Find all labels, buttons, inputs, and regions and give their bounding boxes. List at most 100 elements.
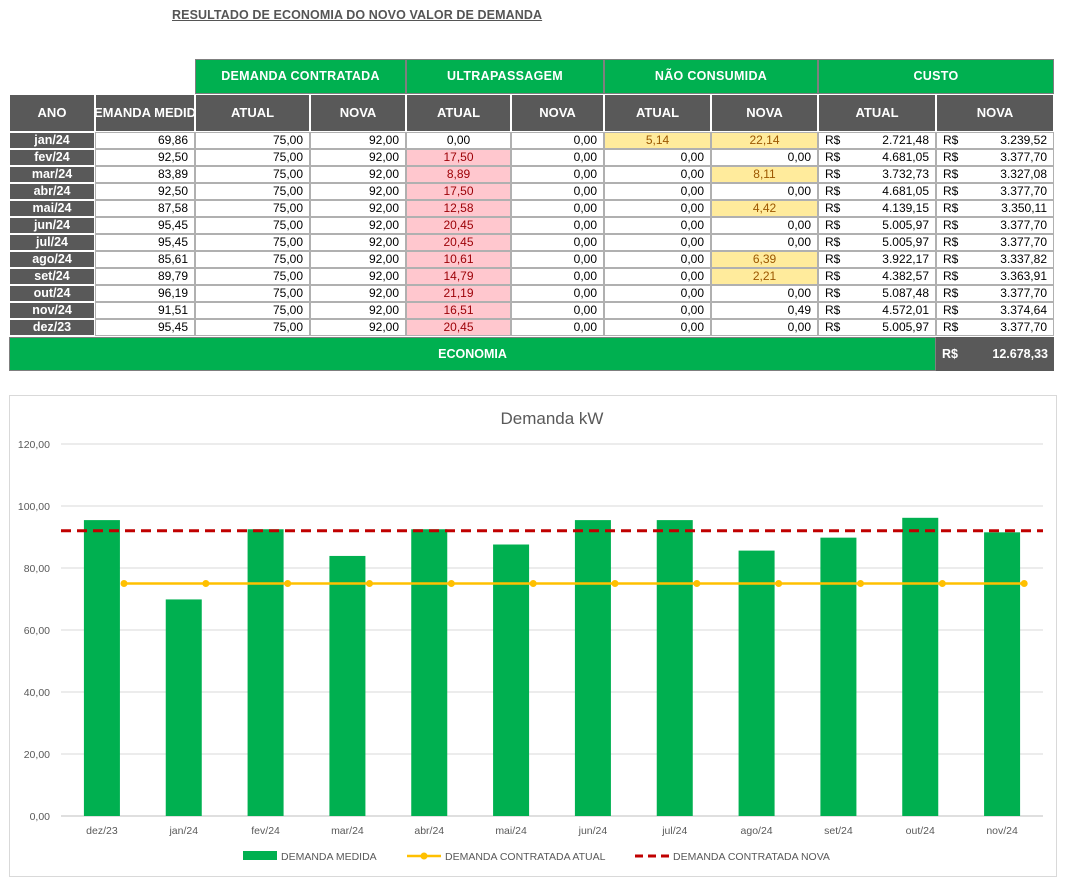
cost-value: 3.337,82: [1000, 252, 1047, 266]
table-cell: 92,00: [310, 319, 406, 336]
row-label: jan/24: [9, 132, 95, 149]
header-dc_nova: NOVA: [310, 94, 406, 132]
currency-symbol: R$: [825, 218, 841, 232]
currency-symbol: R$: [943, 286, 959, 300]
table-cell: 92,00: [310, 149, 406, 166]
bar-demanda-medida: [984, 532, 1021, 816]
x-tick-label: fev/24: [251, 825, 280, 837]
legend-swatch-demanda-medida: [243, 851, 277, 860]
cost-value: 3.350,11: [1001, 201, 1047, 215]
table-cell: 75,00: [195, 319, 310, 336]
table-cell: 0,00: [511, 302, 604, 319]
currency-symbol: R$: [825, 303, 841, 317]
cost-cell: R$ 2.721,48: [818, 132, 936, 149]
marker-demanda-contratada-atual: [857, 580, 865, 587]
table-cell: 0,49: [711, 302, 818, 319]
table-cell: 22,14: [711, 132, 818, 149]
economia-value: 12.678,33: [992, 347, 1048, 361]
x-tick-label: abr/24: [414, 825, 444, 837]
currency-symbol: R$: [825, 235, 841, 249]
cost-cell: R$ 3.350,11: [936, 200, 1054, 217]
currency-symbol: R$: [943, 167, 959, 181]
y-tick-label: 120,00: [18, 439, 50, 451]
marker-demanda-contratada-atual: [529, 580, 537, 587]
marker-demanda-contratada-atual: [938, 580, 946, 587]
table-cell: 0,00: [511, 166, 604, 183]
table-cell: 92,00: [310, 200, 406, 217]
table-cell: 92,50: [95, 183, 195, 200]
table-cell: 12,58: [406, 200, 511, 217]
currency-symbol: R$: [943, 320, 959, 334]
currency-symbol: R$: [825, 320, 841, 334]
cost-cell: R$ 4.139,15: [818, 200, 936, 217]
marker-demanda-contratada-atual: [366, 580, 374, 587]
bar-demanda-medida: [493, 544, 530, 816]
table-cell: 0,00: [511, 200, 604, 217]
table-cell: 96,19: [95, 285, 195, 302]
chart-container: Demanda kW 0,00 20,00 40,00 60,00 80,00 100,00…: [9, 395, 1057, 877]
table-cell: 75,00: [195, 285, 310, 302]
table-cell: 4,42: [711, 200, 818, 217]
legend-label-demanda-contratada-atual: DEMANDA CONTRATADA ATUAL: [445, 851, 606, 863]
table-cell: 0,00: [511, 268, 604, 285]
currency-symbol: R$: [943, 150, 959, 164]
currency-symbol: R$: [825, 133, 841, 147]
table-cell: 92,00: [310, 234, 406, 251]
y-tick-label: 80,00: [24, 563, 50, 575]
row-label: ago/24: [9, 251, 95, 268]
cost-cell: R$ 3.377,70: [936, 217, 1054, 234]
table-cell: 95,45: [95, 319, 195, 336]
currency-symbol: R$: [943, 235, 959, 249]
table-cell: 75,00: [195, 132, 310, 149]
table-cell: 89,79: [95, 268, 195, 285]
economia-label: ECONOMIA: [9, 337, 936, 371]
table-cell: 8,89: [406, 166, 511, 183]
legend-label-demanda-medida: DEMANDA MEDIDA: [281, 851, 377, 863]
cost-value: 4.572,01: [882, 303, 929, 317]
table-cell: 92,00: [310, 132, 406, 149]
table-cell: 75,00: [195, 200, 310, 217]
row-label: mai/24: [9, 200, 95, 217]
cost-cell: R$ 3.377,70: [936, 149, 1054, 166]
bar-demanda-medida: [411, 529, 448, 816]
table-cell: 0,00: [511, 217, 604, 234]
table-cell: 75,00: [195, 234, 310, 251]
x-tick-label: jun/24: [578, 825, 608, 837]
table-cell: 0,00: [511, 132, 604, 149]
cost-cell: R$ 3.327,08: [936, 166, 1054, 183]
y-tick-label: 40,00: [24, 687, 50, 699]
y-tick-label: 100,00: [18, 501, 50, 513]
bar-demanda-medida: [83, 520, 120, 816]
table-cell: 75,00: [195, 149, 310, 166]
cost-value: 3.922,17: [882, 252, 929, 266]
currency-symbol: R$: [943, 252, 959, 266]
table-cell: 75,00: [195, 302, 310, 319]
table-cell: 85,61: [95, 251, 195, 268]
table-cell: 0,00: [604, 234, 711, 251]
currency-symbol: R$: [825, 269, 841, 283]
table-cell: 20,45: [406, 319, 511, 336]
table-cell: 2,21: [711, 268, 818, 285]
currency-symbol: R$: [943, 269, 959, 283]
cost-value: 3.377,70: [1000, 235, 1047, 249]
cost-cell: R$ 3.239,52: [936, 132, 1054, 149]
legend-label-demanda-contratada-nova: DEMANDA CONTRATADA NOVA: [673, 851, 830, 863]
table-cell: 8,11: [711, 166, 818, 183]
table-cell: 16,51: [406, 302, 511, 319]
table-cell: 6,39: [711, 251, 818, 268]
x-tick-label: dez/23: [86, 825, 118, 837]
cost-value: 4.139,15: [882, 201, 929, 215]
cost-cell: R$ 4.681,05: [818, 149, 936, 166]
bar-demanda-medida: [329, 555, 366, 816]
x-tick-label: jan/24: [168, 825, 198, 837]
table-cell: 75,00: [195, 166, 310, 183]
cost-cell: R$ 3.377,70: [936, 234, 1054, 251]
cost-cell: R$ 3.374,64: [936, 302, 1054, 319]
x-tick-label: ago/24: [741, 825, 773, 837]
cost-cell: R$ 5.087,48: [818, 285, 936, 302]
table-cell: 0,00: [604, 302, 711, 319]
table-cell: 92,00: [310, 183, 406, 200]
row-label: jun/24: [9, 217, 95, 234]
cost-cell: R$ 4.382,57: [818, 268, 936, 285]
table-cell: 95,45: [95, 234, 195, 251]
